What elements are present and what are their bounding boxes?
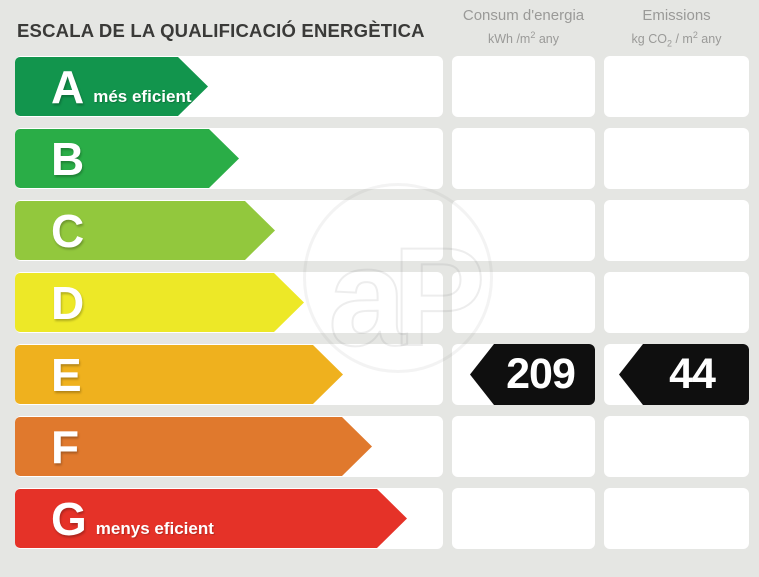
emissions-cell-b xyxy=(604,128,749,189)
scale-row-d: D xyxy=(15,272,443,333)
scale-row-b: B xyxy=(15,128,443,189)
emissions-cell-d xyxy=(604,272,749,333)
scale-row-a: A més eficient xyxy=(15,56,443,117)
scale-letter-f: F xyxy=(51,420,80,473)
emissions-column-title: Emissions xyxy=(642,7,711,24)
scale-letter-d: D xyxy=(51,276,85,329)
emissions-value: 44 xyxy=(669,350,716,398)
consumption-column-header: Consum d'energia kWh /m2 any xyxy=(452,0,595,47)
scale-row-c: C xyxy=(15,200,443,261)
scale-letter-g: G xyxy=(51,492,87,545)
scale-label-a: més eficient xyxy=(93,86,192,106)
emissions-cell-a xyxy=(604,56,749,117)
scale-arrow-f: F xyxy=(15,417,372,476)
scale-arrow-b: B xyxy=(15,129,239,188)
emissions-cell-g xyxy=(604,488,749,549)
emissions-column-unit: kg CO2 / m2 any xyxy=(631,30,722,49)
consumption-cell-f xyxy=(452,416,595,477)
consumption-cell-c xyxy=(452,200,595,261)
consumption-column-unit: kWh /m2 any xyxy=(487,30,559,47)
scale-letter-b: B xyxy=(51,132,85,185)
consumption-value-badge: 209 xyxy=(470,344,595,405)
page-title: ESCALA DE LA QUALIFICACIÓ ENERGÈTICA xyxy=(17,20,425,41)
scale-row-g: G menys eficient xyxy=(15,488,443,549)
emissions-value-badge: 44 xyxy=(619,344,749,405)
scale-label-g: menys eficient xyxy=(95,518,214,538)
emissions-cell-f xyxy=(604,416,749,477)
scale-arrow-d: D xyxy=(15,273,304,332)
scale-letter-e: E xyxy=(51,348,82,401)
scale-arrow-c: C xyxy=(15,201,275,260)
scale-row-e: E xyxy=(15,344,443,405)
rating-table: A més eficient B C D xyxy=(15,56,749,549)
consumption-column-title: Consum d'energia xyxy=(462,7,585,24)
scale-arrow-g: G menys eficient xyxy=(15,489,407,548)
scale-row-f: F xyxy=(15,416,443,477)
emissions-cell-c xyxy=(604,200,749,261)
consumption-cell-a xyxy=(452,56,595,117)
scale-letter-c: C xyxy=(51,204,85,257)
emissions-cell-e: 44 xyxy=(604,344,749,405)
emissions-column-header: Emissions kg CO2 / m2 any xyxy=(604,0,749,52)
consumption-cell-b xyxy=(452,128,595,189)
consumption-cell-g xyxy=(452,488,595,549)
consumption-cell-d xyxy=(452,272,595,333)
scale-letter-a: A xyxy=(51,60,85,113)
scale-arrow-e: E xyxy=(15,345,343,404)
scale-arrow-a: A més eficient xyxy=(15,57,208,116)
header: ESCALA DE LA QUALIFICACIÓ ENERGÈTICA Con… xyxy=(15,0,749,56)
consumption-cell-e: 209 xyxy=(452,344,595,405)
consumption-value: 209 xyxy=(506,350,576,398)
